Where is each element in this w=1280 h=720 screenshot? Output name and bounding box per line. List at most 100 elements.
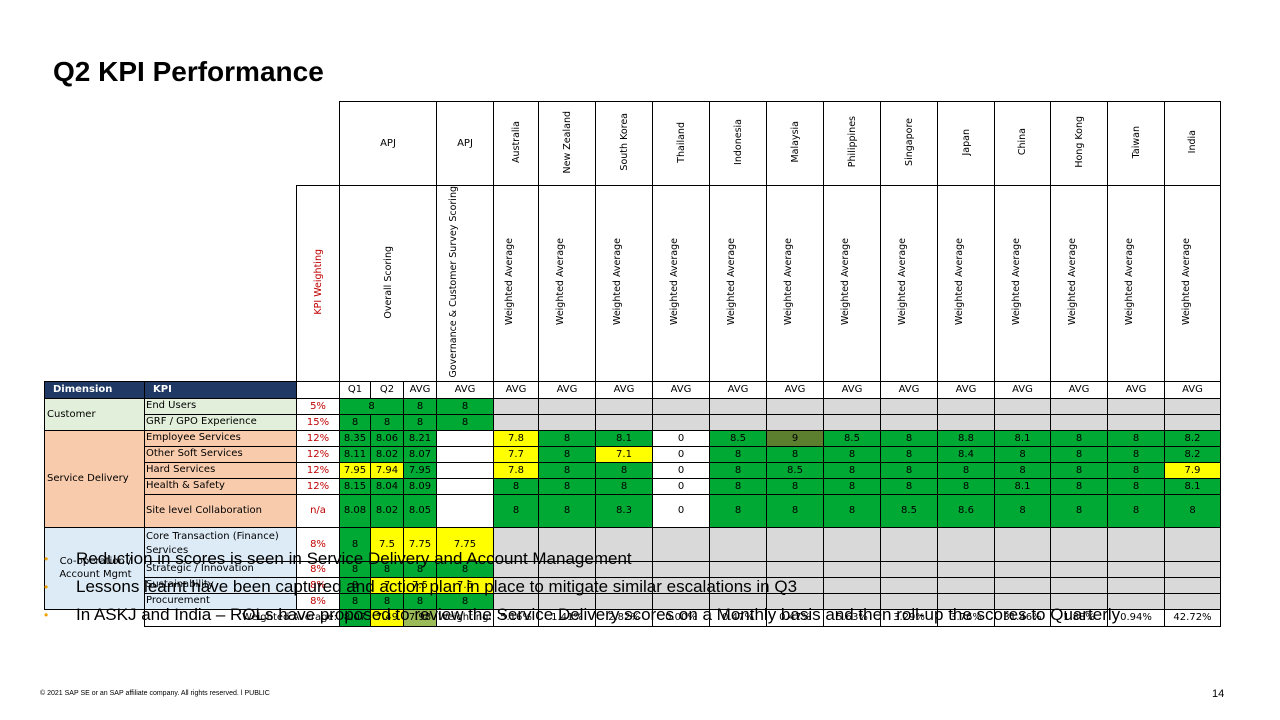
score-q1: 8.11 <box>339 445 371 463</box>
country-australia: Australia <box>493 101 539 186</box>
avg-header-country: AVG <box>823 380 881 399</box>
score-cell-empty <box>1107 560 1165 578</box>
weighted-avg: 7.98 <box>403 608 437 627</box>
score-cell-empty <box>652 576 710 594</box>
bullet-item: • Lessons learnt have been captured and a… <box>44 575 1120 603</box>
score-cell-empty <box>937 526 995 562</box>
kpi-table: APJ APJ Australia New Zealand South Kore… <box>44 101 1221 627</box>
score-cell-empty <box>823 413 881 431</box>
score-new-zealand: 8 <box>538 461 596 479</box>
avg-header-country: AVG <box>652 380 710 399</box>
score-gov: 8 <box>436 397 494 415</box>
score-cell-empty <box>493 397 539 415</box>
score-hong-kong: 8 <box>1050 445 1108 463</box>
country-taiwan: Taiwan <box>1107 101 1165 186</box>
score-malaysia: 8 <box>766 493 824 528</box>
kpi-label: End Users <box>144 397 297 415</box>
weighted-average-row: Weighted Average: 8.07 7.49 7.98 Weighti… <box>44 608 1221 627</box>
score-india: 8.2 <box>1164 445 1221 463</box>
score-cell-empty <box>766 576 824 594</box>
score-cell-empty <box>1164 592 1221 610</box>
score-gov: 7.75 <box>436 526 494 562</box>
header-row-columns: Dimension KPI Q1 Q2 AVG AVG AVG AVG AVG … <box>44 380 1221 399</box>
score-q2: 8 <box>370 560 404 578</box>
table-row: Hard Services 12% 7.95 7.94 7.95 7.8 8 8… <box>45 461 1221 479</box>
score-thailand: 0 <box>652 429 710 447</box>
weighted-spacer <box>44 609 145 627</box>
table-row: Health & Safety 12% 8.15 8.04 8.09 8 8 8… <box>45 477 1221 495</box>
weighting-china: 31.46% <box>994 608 1051 627</box>
score-avg: 7.95 <box>403 461 437 479</box>
score-q2: 8.02 <box>370 445 404 463</box>
score-cell-empty <box>823 576 881 594</box>
score-china: 8.1 <box>994 477 1051 495</box>
score-avg: 8.05 <box>403 493 437 528</box>
avg-header-country: AVG <box>766 380 824 399</box>
dimension-coop: Co-operation / Account Mgmt <box>44 526 145 610</box>
bullet-dot-icon: • <box>44 552 49 566</box>
wa-header-taiwan: Weighted Average <box>1107 185 1165 382</box>
weight-header-blank <box>296 380 340 399</box>
dimension-header: Dimension <box>44 380 145 399</box>
score-malaysia: 8.5 <box>766 461 824 479</box>
score-japan: 8.8 <box>937 429 995 447</box>
score-new-zealand: 8 <box>538 477 596 495</box>
wa-header-japan: Weighted Average <box>937 185 995 382</box>
wa-header-malaysia: Weighted Average <box>766 185 824 382</box>
score-cell-empty <box>880 397 938 415</box>
weighting-indonesia: 0.47% <box>709 608 767 627</box>
score-singapore: 8 <box>880 477 938 495</box>
score-cell-empty <box>1050 397 1108 415</box>
score-hong-kong: 8 <box>1050 461 1108 479</box>
country-indonesia: Indonesia <box>709 101 767 186</box>
header-spacer-2 <box>44 185 297 382</box>
score-avg: 7.75 <box>403 526 437 562</box>
score-q1: 7.95 <box>339 461 371 479</box>
kpi-weight: 15% <box>296 413 340 431</box>
score-avg: 8.07 <box>403 445 437 463</box>
country-china: China <box>994 101 1051 186</box>
score-cell-empty <box>1050 560 1108 578</box>
wa-header-australia: Weighted Average <box>493 185 539 382</box>
score-cell-empty <box>595 526 653 562</box>
score-cell-empty <box>937 413 995 431</box>
bullet-text: In ASKJ and India – ROLs have proposed t… <box>76 605 1121 624</box>
score-q1: 8 <box>339 413 371 431</box>
score-gov: 8 <box>436 413 494 431</box>
score-hong-kong: 8 <box>1050 477 1108 495</box>
table-row: Customer End Users 5% 8 8 8 <box>44 397 1221 431</box>
weighting-taiwan: 0.94% <box>1107 608 1165 627</box>
country-philippines: Philippines <box>823 101 881 186</box>
score-cell-empty <box>766 526 824 562</box>
score-cell-empty <box>1164 526 1221 562</box>
score-south-korea: 8 <box>595 461 653 479</box>
country-india: India <box>1164 101 1221 186</box>
score-q1: 8 <box>339 560 371 578</box>
score-cell-empty <box>823 560 881 578</box>
wa-header-hong-kong: Weighted Average <box>1050 185 1108 382</box>
score-q2: 8.04 <box>370 477 404 495</box>
kpi-weighting-header: KPI Weighting <box>296 185 340 382</box>
table-row: Service Delivery Employee Services 12% 8… <box>44 429 1221 528</box>
avg-header-country: AVG <box>994 380 1051 399</box>
country-japan: Japan <box>937 101 995 186</box>
score-cell-empty <box>595 397 653 415</box>
weighted-q1: 8.07 <box>339 608 371 627</box>
score-cell-empty <box>994 576 1051 594</box>
avg-header: AVG <box>403 380 437 399</box>
avg-header-country: AVG <box>1164 380 1221 399</box>
bullet-text: Reduction in scores is seen in Service D… <box>76 549 632 568</box>
header-row-countries: APJ APJ Australia New Zealand South Kore… <box>44 101 1221 186</box>
country-new-zealand: New Zealand <box>538 101 596 186</box>
table-row: Sustainability 8% 8 7 7.5 7.5 <box>45 576 1221 594</box>
avg-header-country: AVG <box>709 380 767 399</box>
score-taiwan: 8 <box>1107 429 1165 447</box>
score-cell-empty <box>595 413 653 431</box>
bullet-list: • Reduction in scores is seen in Service … <box>44 547 1120 631</box>
country-thailand: Thailand <box>652 101 710 186</box>
avg-header-country: AVG <box>937 380 995 399</box>
score-cell-empty <box>595 576 653 594</box>
weighting-philippines: 5.63% <box>823 608 881 627</box>
score-cell-empty <box>880 592 938 610</box>
score-avg: 8 <box>403 560 437 578</box>
